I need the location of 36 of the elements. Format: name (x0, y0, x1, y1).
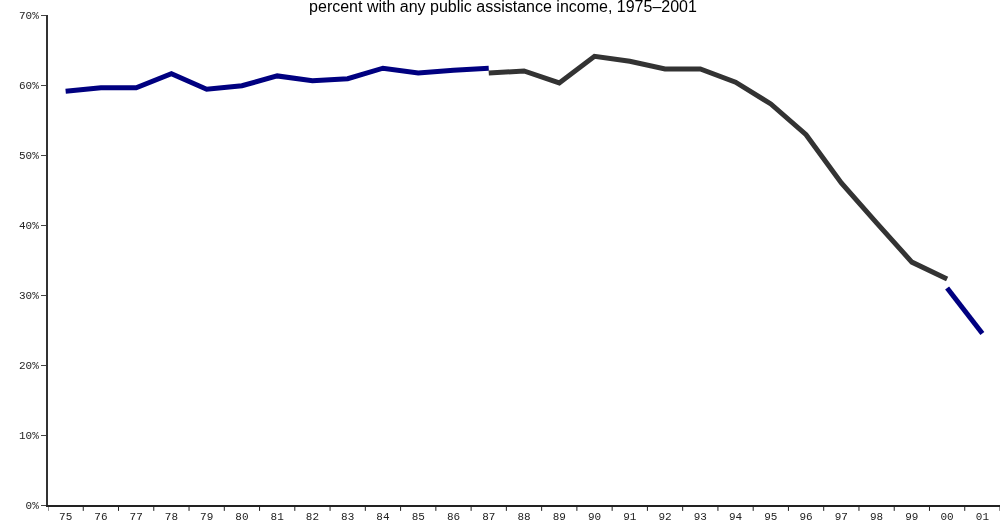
x-tick-label: 89 (552, 511, 566, 524)
chart-title: percent with any public assistance income, 1975–2001 (309, 0, 697, 15)
y-tick-label: 60% (18, 79, 40, 92)
y-tick-label: 0% (25, 499, 40, 512)
x-tick-label: 95 (764, 511, 778, 524)
x-tick-label: 85 (411, 511, 425, 524)
x-tick-label: 91 (623, 511, 637, 524)
x-tick-label: 79 (200, 511, 214, 524)
x-tick-label: 76 (94, 511, 108, 524)
x-tick-label: 75 (59, 511, 73, 524)
x-tick-label: 83 (341, 511, 355, 524)
y-tick-label: 30% (18, 289, 40, 302)
x-tick-label: 88 (517, 511, 531, 524)
x-tick-label: 96 (799, 511, 813, 524)
x-tick-label: 82 (305, 511, 320, 524)
x-tick-label: 87 (482, 511, 496, 524)
x-tick-label: 81 (270, 511, 285, 524)
y-tick-label: 40% (18, 219, 40, 232)
x-tick-label: 94 (728, 511, 743, 524)
x-tick-label: 90 (587, 511, 602, 524)
x-tick-label: 92 (658, 511, 672, 524)
x-tick-label: 93 (693, 511, 707, 524)
x-tick-label: 84 (376, 511, 390, 524)
x-tick-label: 80 (235, 511, 249, 524)
y-tick-label: 10% (18, 429, 40, 442)
x-tick-label: 98 (869, 511, 884, 524)
x-tick-label: 00 (940, 511, 954, 524)
y-tick-label: 50% (18, 149, 40, 162)
y-tick-label: 20% (18, 359, 40, 372)
x-tick-label: 99 (905, 511, 919, 524)
x-tick-label: 86 (446, 511, 461, 524)
x-tick-label: 01 (975, 511, 990, 524)
x-tick-label: 77 (129, 511, 143, 524)
x-tick-label: 97 (834, 511, 848, 524)
x-tick-label: 78 (164, 511, 179, 524)
y-tick-label: 70% (18, 9, 40, 22)
